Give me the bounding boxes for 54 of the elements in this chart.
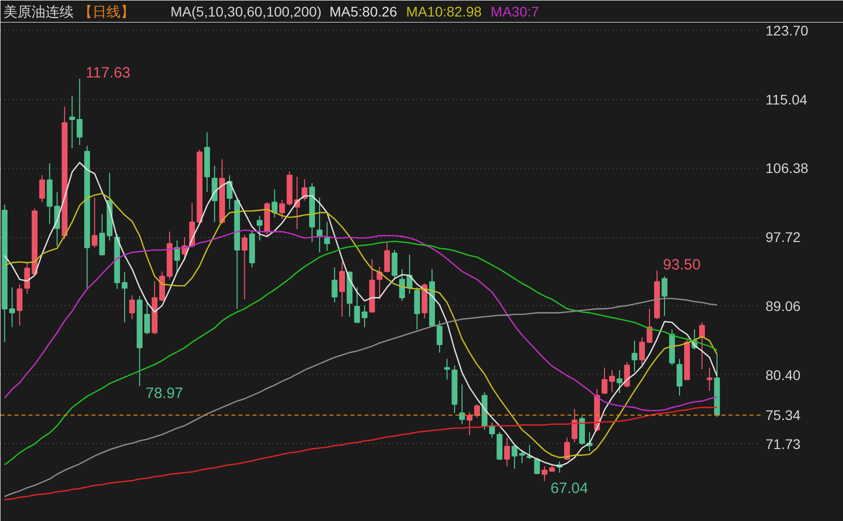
- candlestick: [699, 322, 705, 370]
- line-series: [4, 240, 718, 466]
- candlestick: [572, 408, 578, 443]
- candlestick: [256, 215, 262, 241]
- candlestick: [534, 457, 540, 475]
- candlestick: [564, 437, 570, 460]
- legend-title: MA(5,10,30,60,100,200): [170, 4, 322, 20]
- candlestick: [226, 174, 232, 210]
- candlestick: [466, 412, 472, 436]
- candlestick: [459, 384, 465, 425]
- annotation: 117.63: [86, 64, 130, 82]
- candlestick: [39, 174, 46, 203]
- candlestick: [129, 294, 136, 320]
- candlestick: [662, 276, 668, 316]
- ref-line-label: 75.34: [766, 407, 801, 424]
- candlestick: [706, 367, 712, 392]
- candlestick: [436, 320, 442, 354]
- candlestick: [272, 189, 278, 218]
- text: MA10:82.98: [406, 4, 482, 20]
- y-tick-label: 106.38: [766, 160, 809, 176]
- y-tick-label: 123.70: [766, 22, 809, 38]
- candlestick: [332, 266, 338, 303]
- y-tick-label: 80.40: [766, 366, 801, 383]
- candlestick: [316, 196, 322, 253]
- y-tick-label: 97.72: [766, 229, 801, 246]
- candlestick: [9, 286, 16, 328]
- y-tick-label: 71.73: [766, 436, 801, 452]
- candlestick: [16, 284, 23, 326]
- candlestick: [212, 165, 218, 223]
- candlestick: [174, 240, 180, 273]
- y-tick-label: 115.04: [766, 91, 808, 108]
- annotation: 93.50: [663, 256, 701, 274]
- annotation: 78.97: [146, 385, 184, 402]
- candlestick: [414, 286, 420, 330]
- candlestick: [676, 358, 682, 396]
- chart-title: 美原油连续: [4, 4, 74, 20]
- line-series: [4, 298, 718, 498]
- candlestick: [92, 196, 98, 248]
- text: MA30:7: [490, 4, 540, 20]
- candlestick: [242, 234, 248, 300]
- candlestick: [474, 404, 480, 418]
- candlestick: [384, 242, 390, 273]
- candlestick: [324, 222, 330, 252]
- candlestick: [632, 340, 638, 372]
- chart-subtitle: 【日线】: [78, 4, 134, 20]
- candlestick: [392, 249, 398, 280]
- candlestick: [504, 437, 510, 467]
- text: MA5:80.26: [329, 4, 398, 20]
- candlestick: [339, 261, 345, 318]
- candlestick: [444, 358, 450, 380]
- candlestick: [376, 266, 382, 300]
- candlestick: [616, 370, 622, 394]
- y-tick-label: 89.06: [766, 298, 801, 314]
- annotation: 67.04: [550, 480, 588, 498]
